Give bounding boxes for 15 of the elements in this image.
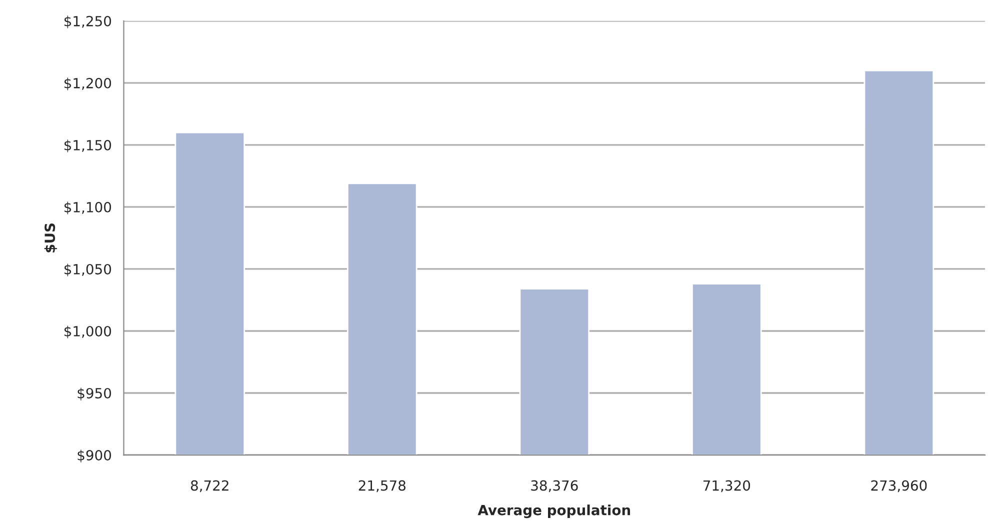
- y-tick-label: $950: [78, 388, 112, 400]
- y-tick-label: $1,000: [64, 326, 112, 338]
- y-tick-label: $1,050: [64, 264, 112, 276]
- x-axis-title: Average population: [478, 504, 630, 518]
- x-tick-label: 8,722: [190, 480, 228, 492]
- x-tick-label: 21,578: [358, 480, 406, 492]
- x-tick-label: 38,376: [531, 480, 578, 492]
- x-tick-label: 71,320: [704, 480, 750, 492]
- y-tick-label: $1,200: [64, 78, 112, 90]
- y-tick-label: $1,150: [64, 140, 112, 152]
- y-axis-title: $US: [44, 224, 57, 252]
- x-tick-label: 273,960: [871, 480, 927, 492]
- y-tick-label: $900: [78, 450, 112, 462]
- y-tick-label: $1,100: [64, 202, 112, 214]
- y-tick-label: $1,250: [64, 16, 112, 28]
